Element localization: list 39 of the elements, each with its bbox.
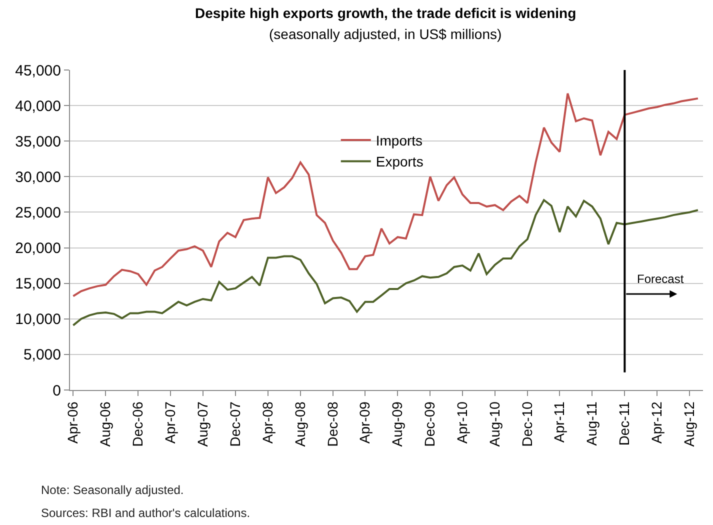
x-tick-label: Aug-08 [292, 401, 308, 447]
chart-title: Despite high exports growth, the trade deficit is widening [195, 5, 576, 21]
y-tick-label: 10,000 [15, 311, 61, 328]
y-tick-label: 0 [52, 382, 61, 400]
x-tick-label: Dec-06 [130, 401, 146, 447]
y-tick-label: 20,000 [15, 240, 61, 258]
text: Note: Seasonally adjusted. [41, 483, 184, 497]
x-tick-label: Aug-06 [97, 401, 114, 447]
x-tick-label: Aug-09 [389, 401, 406, 447]
legend-label: Exports [376, 154, 424, 170]
x-tick-label: Aug-12 [681, 401, 698, 447]
y-tick-label: 25,000 [15, 204, 61, 222]
x-tick-label: Aug-10 [486, 401, 502, 447]
source-note: Sources: RBI and author's calculations. [41, 506, 250, 520]
line-series [72, 92, 699, 298]
x-tick-label: Dec-10 [518, 401, 535, 447]
y-tick-label: 40,000 [15, 98, 61, 115]
x-tick-label: Apr-08 [260, 401, 276, 444]
x-tick-label: Dec-09 [422, 401, 438, 447]
y-tick-label: 5,000 [23, 346, 61, 364]
x-tick-label: Dec-08 [324, 401, 340, 447]
x-tick-label: Apr-09 [356, 401, 373, 444]
x-tick-label: Dec-07 [226, 401, 243, 447]
y-tick-label: 30,000 [15, 168, 61, 186]
y-tick-label: 45,000 [15, 62, 61, 80]
legend-label: Imports [376, 132, 423, 148]
x-tick-label: Apr-07 [162, 401, 178, 444]
x-tick-label: Apr-10 [454, 401, 470, 444]
y-tick-label: 35,000 [15, 133, 61, 150]
y-tick-label: 15,000 [15, 276, 61, 293]
x-tick-label: Dec-11 [616, 401, 632, 446]
ref-line-label: Forecast [637, 272, 684, 286]
x-tick-label: Aug-11 [584, 401, 600, 446]
x-tick-label: Apr-06 [64, 401, 81, 444]
x-tick-label: Aug-07 [194, 401, 210, 447]
line-series [72, 199, 699, 326]
x-tick-label: Apr-11 [551, 401, 568, 443]
chart-subtitle: (seasonally adjusted, in US$ millions) [269, 26, 502, 42]
x-tick-label: Apr-12 [648, 401, 665, 444]
